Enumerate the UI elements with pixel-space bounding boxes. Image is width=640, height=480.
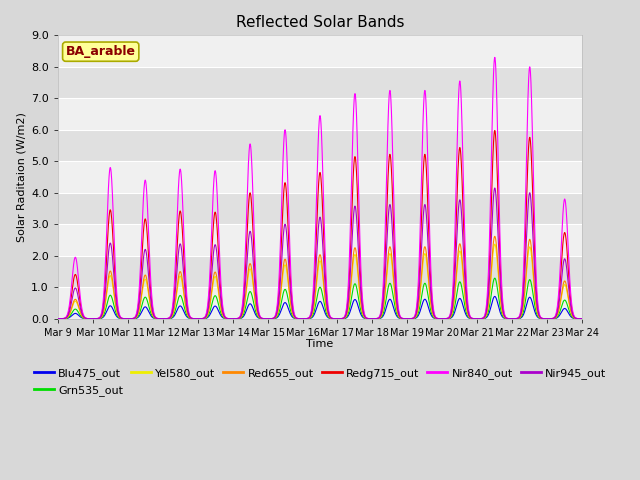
Blu475_out [278, 306, 285, 312]
Y-axis label: Solar Raditaion (W/m2): Solar Raditaion (W/m2) [17, 112, 27, 242]
Nir840_out [278, 201, 285, 207]
Red655_out [145, 290, 152, 296]
Redg715_out [579, 316, 586, 322]
Grn535_out [114, 313, 122, 319]
X-axis label: Time: Time [307, 339, 333, 349]
Bar [58, 256, 582, 287]
Redg715_out [512, 316, 520, 322]
Blu475_out [491, 294, 499, 300]
Line: Red655_out: Red655_out [58, 236, 582, 319]
Bar [58, 36, 582, 67]
Nir945_out [512, 316, 520, 322]
Red655_out [255, 314, 263, 320]
Nir945_out [568, 310, 576, 315]
Nir840_out [114, 301, 122, 307]
Yel580_out [568, 312, 576, 318]
Nir945_out [255, 312, 263, 318]
Bar [58, 98, 582, 130]
Grn535_out [579, 316, 586, 322]
Redg715_out [255, 311, 263, 317]
Nir840_out [145, 234, 152, 240]
Legend: Blu475_out, Grn535_out, Yel580_out, Red655_out, Redg715_out, Nir840_out, Nir945_: Blu475_out, Grn535_out, Yel580_out, Red6… [29, 364, 611, 400]
Line: Yel580_out: Yel580_out [58, 244, 582, 319]
Nir840_out [568, 304, 576, 310]
Red655_out [512, 316, 520, 322]
Nir840_out [491, 55, 499, 60]
Line: Nir840_out: Nir840_out [58, 58, 582, 319]
Blu475_out [512, 316, 520, 322]
Yel580_out [145, 292, 152, 298]
Red655_out [54, 316, 61, 322]
Red655_out [278, 280, 285, 286]
Bar [58, 130, 582, 161]
Blu475_out [255, 315, 263, 321]
Yel580_out [491, 241, 499, 247]
Blu475_out [568, 315, 576, 321]
Grn535_out [278, 298, 285, 304]
Nir945_out [491, 185, 499, 191]
Redg715_out [568, 307, 576, 313]
Red655_out [491, 233, 499, 239]
Nir945_out [579, 316, 586, 322]
Redg715_out [114, 305, 122, 311]
Nir840_out [579, 316, 586, 322]
Red655_out [114, 311, 122, 317]
Yel580_out [54, 316, 61, 322]
Redg715_out [54, 316, 61, 322]
Blu475_out [579, 316, 586, 322]
Bar [58, 287, 582, 319]
Grn535_out [54, 316, 61, 322]
Line: Blu475_out: Blu475_out [58, 297, 582, 319]
Text: BA_arable: BA_arable [66, 45, 136, 58]
Line: Grn535_out: Grn535_out [58, 278, 582, 319]
Nir945_out [145, 275, 152, 281]
Redg715_out [278, 233, 285, 239]
Line: Redg715_out: Redg715_out [58, 131, 582, 319]
Yel580_out [114, 312, 122, 317]
Bar [58, 224, 582, 256]
Yel580_out [512, 316, 520, 322]
Red655_out [579, 316, 586, 322]
Yel580_out [579, 316, 586, 322]
Nir945_out [114, 308, 122, 314]
Bar [58, 67, 582, 98]
Bar [58, 193, 582, 224]
Grn535_out [568, 314, 576, 320]
Redg715_out [145, 257, 152, 263]
Redg715_out [491, 128, 499, 133]
Title: Reflected Solar Bands: Reflected Solar Bands [236, 15, 404, 30]
Blu475_out [114, 314, 122, 320]
Yel580_out [278, 283, 285, 289]
Nir840_out [54, 316, 61, 322]
Line: Nir945_out: Nir945_out [58, 188, 582, 319]
Blu475_out [54, 316, 61, 322]
Grn535_out [145, 303, 152, 309]
Nir840_out [512, 316, 520, 322]
Yel580_out [255, 314, 263, 320]
Nir840_out [255, 309, 263, 315]
Grn535_out [512, 316, 520, 322]
Red655_out [568, 312, 576, 318]
Blu475_out [145, 309, 152, 314]
Grn535_out [255, 315, 263, 321]
Bar [58, 161, 582, 193]
Nir945_out [278, 258, 285, 264]
Grn535_out [491, 275, 499, 281]
Nir945_out [54, 316, 61, 322]
